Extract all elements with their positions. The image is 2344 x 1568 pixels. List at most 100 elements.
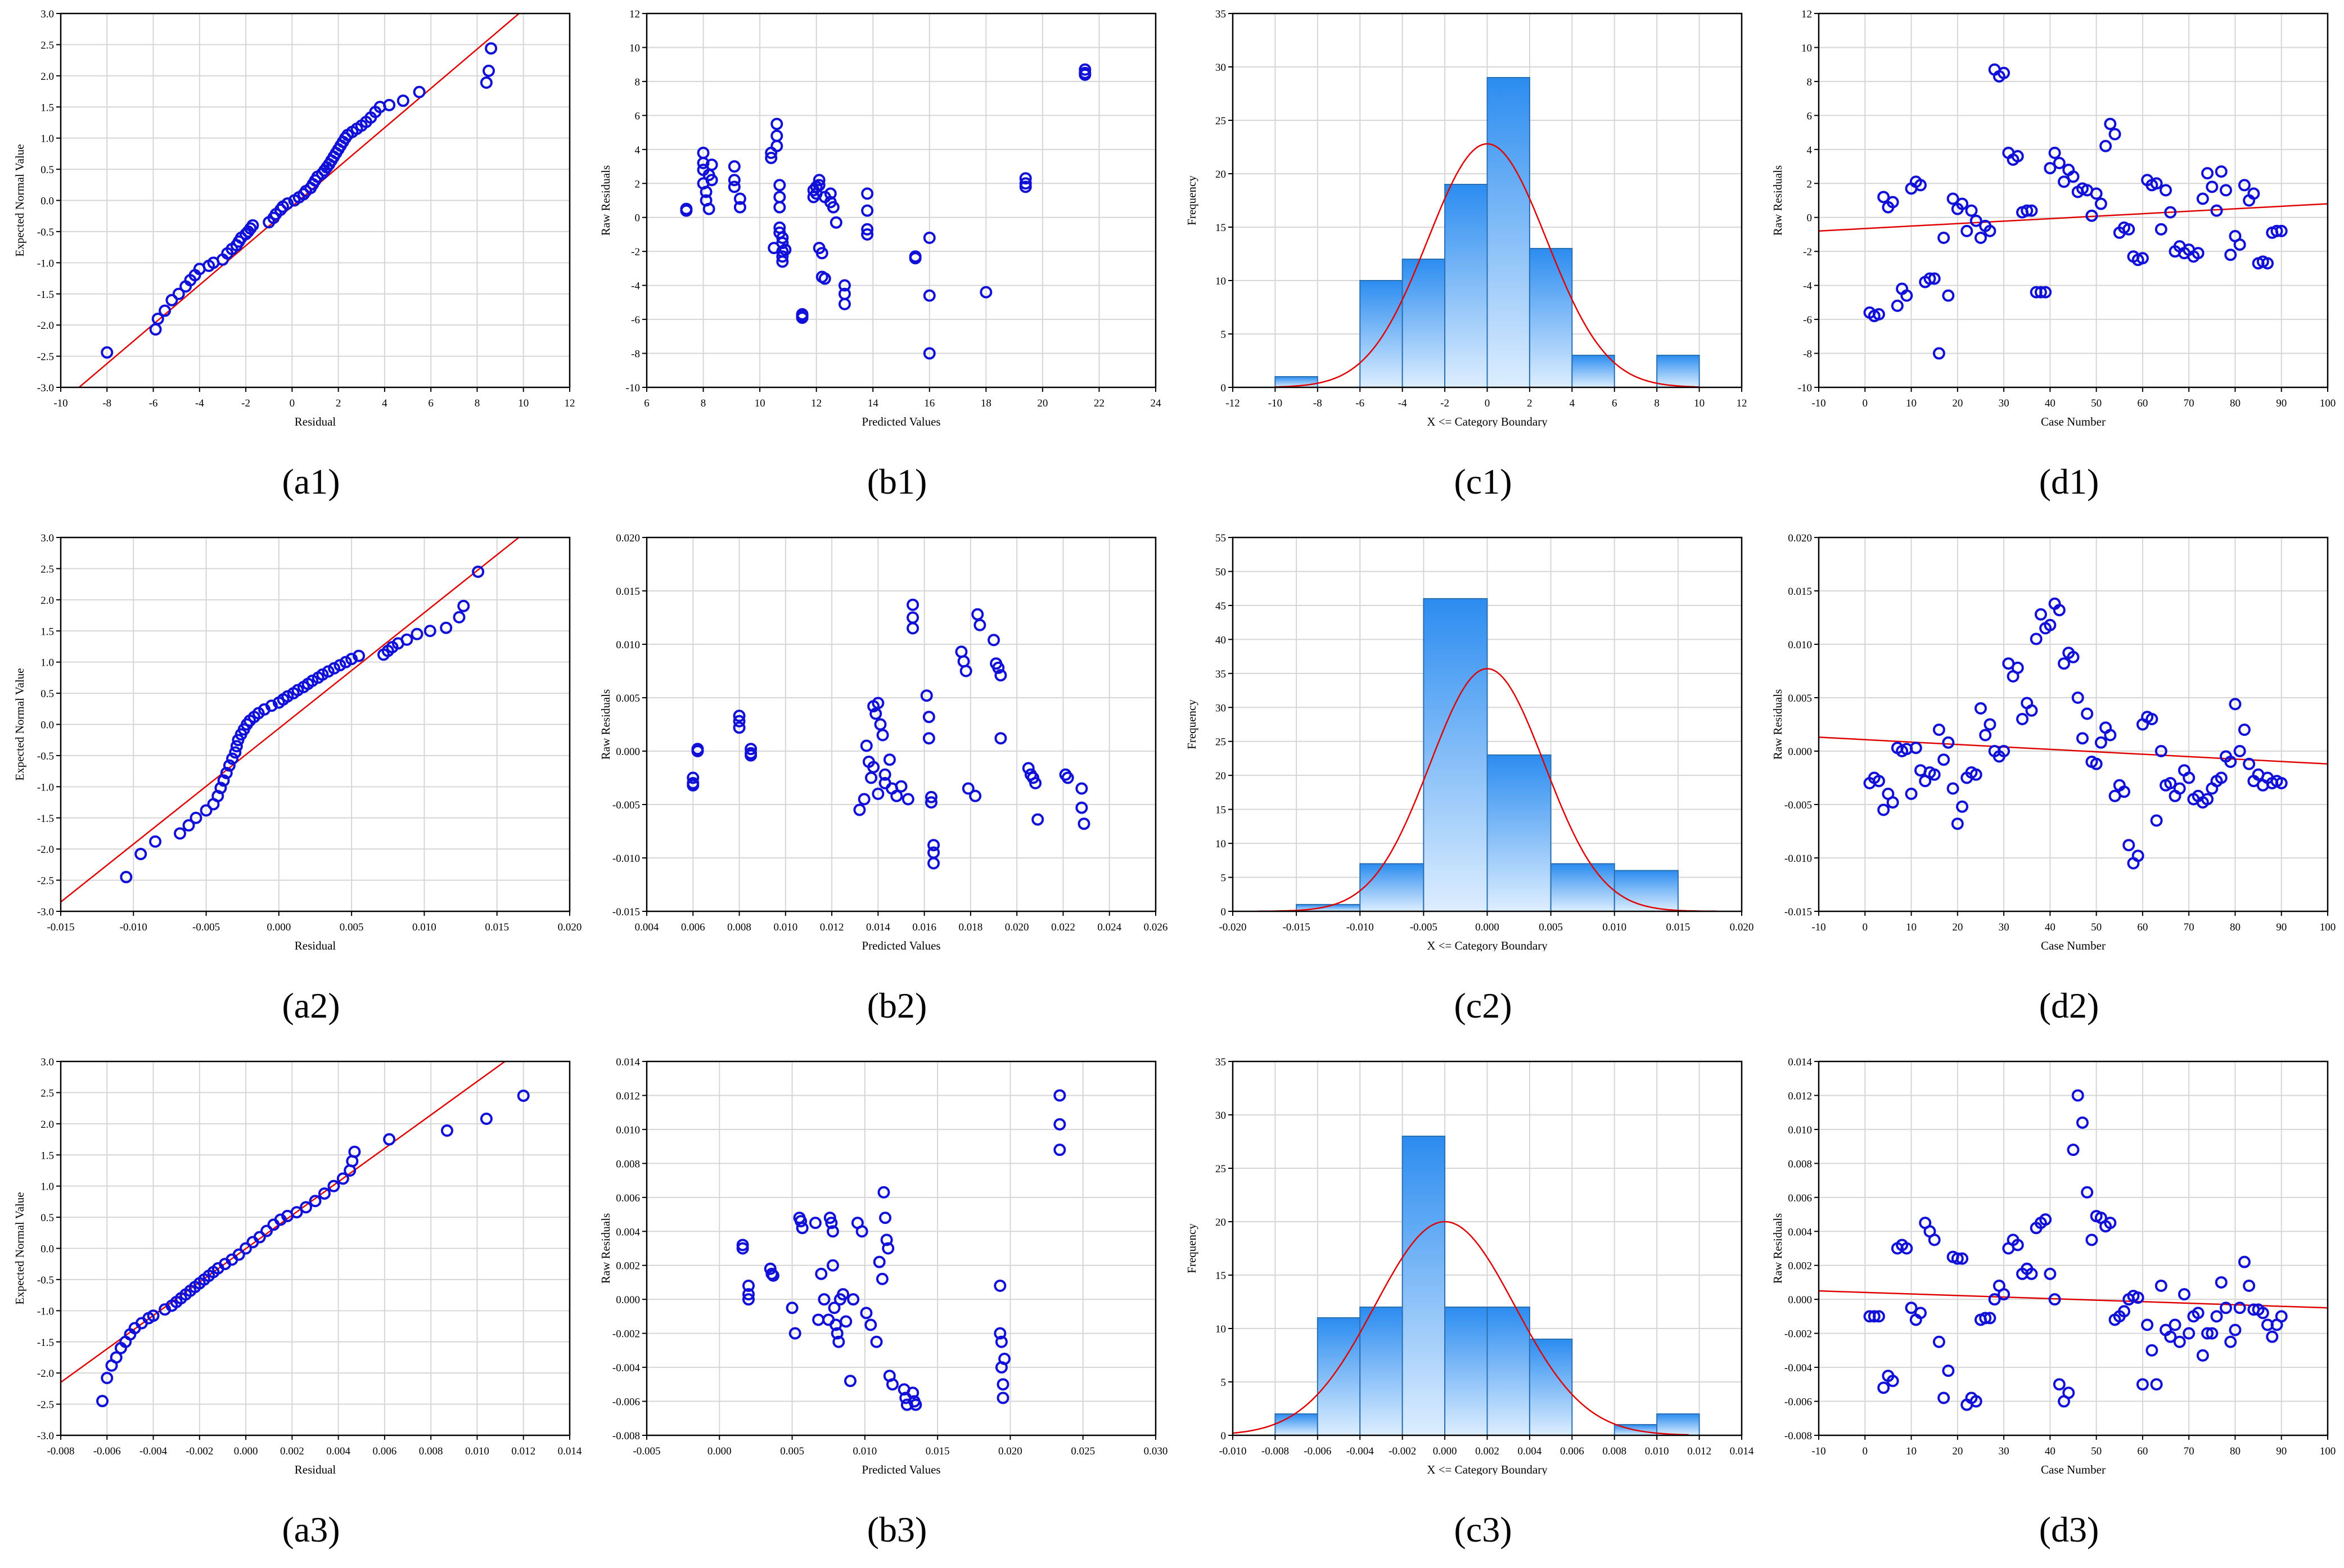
data-point-b1 [909, 252, 922, 265]
x-tick-label-d1: 40 [2045, 397, 2055, 409]
data-point-b3 [882, 1242, 895, 1255]
data-point-b1 [705, 159, 718, 171]
data-point-b3 [877, 1186, 890, 1199]
fit-line-a3 [61, 1061, 506, 1383]
plot-area-a1 [78, 13, 520, 387]
data-point-d1 [1984, 224, 1996, 237]
data-point-b2 [733, 710, 746, 722]
chart-svg-d1: -10 0 10 20 30 40 50 60 70 80 90 100 -10 -8 -6 -4 -2 0 2 4 6… [1771, 8, 2336, 427]
data-point-d2 [2122, 839, 2135, 852]
panel-caption-c1: (c1) [1454, 462, 1512, 501]
x-tick-label-d3: -10 [1811, 1445, 1825, 1457]
data-point-b3 [831, 1327, 844, 1340]
data-point-d2 [2173, 782, 2186, 795]
x-axis-label-b2: Predicted Values [862, 939, 940, 951]
data-point-b2 [687, 779, 700, 792]
data-point-b2 [1061, 771, 1074, 784]
y-tick-label-a2: 2.0 [40, 595, 54, 607]
y-tick-label-a1: -3.0 [37, 382, 54, 394]
data-point-a3 [110, 1351, 123, 1364]
data-point-d3 [2192, 1307, 2205, 1320]
x-tick-label-c2: -0.005 [1410, 921, 1437, 933]
data-point-d2 [2104, 729, 2117, 742]
y-tick-label-a1: -1.5 [37, 289, 54, 301]
data-point-b2 [895, 780, 908, 793]
data-point-d2 [1946, 782, 1959, 795]
data-point-b2 [971, 608, 984, 621]
x-tick-label-a3: -0.006 [93, 1445, 121, 1457]
y-tick-label-d3: 0.004 [1788, 1226, 1812, 1238]
data-point-a2 [220, 766, 233, 779]
y-tick-label-d3: -0.002 [1784, 1328, 1812, 1340]
data-point-d2 [2183, 771, 2196, 784]
data-point-d1 [2261, 257, 2274, 270]
data-point-d3 [1979, 1312, 1992, 1325]
data-point-a1 [281, 197, 294, 210]
data-point-d3 [2256, 1307, 2269, 1320]
histogram-bar-c3 [1444, 1307, 1488, 1435]
x-tick-label-c1: 2 [1527, 397, 1532, 409]
histogram-bar-c2 [1550, 863, 1615, 911]
data-point-b1 [923, 232, 936, 244]
data-point-a2 [423, 625, 436, 638]
data-point-d2 [2233, 745, 2246, 757]
y-tick-label-c2: 15 [1215, 805, 1226, 816]
data-point-d2 [2053, 604, 2066, 617]
plot-frame-b1 [646, 12, 1157, 388]
data-point-d1 [2122, 223, 2135, 236]
data-point-d2 [2076, 732, 2089, 745]
y-tick-label-b2: -0.005 [612, 799, 640, 811]
y-tick-label-a1: -0.5 [37, 227, 54, 238]
x-tick-label-c2: 0.015 [1666, 921, 1691, 933]
y-tick-label-d2: -0.015 [1784, 906, 1812, 918]
x-tick-label-c3: 0.012 [1687, 1445, 1711, 1457]
data-point-d2 [2011, 661, 2024, 674]
histogram-bar-c3 [1317, 1317, 1361, 1435]
x-tick-label-b3: 0.010 [853, 1445, 877, 1457]
y-axis-label-d2: Raw Residuals [1771, 689, 1784, 760]
data-point-d3 [1984, 1312, 1996, 1325]
data-point-d1 [2021, 204, 2034, 217]
data-point-d2 [2058, 657, 2071, 670]
data-point-b1 [1079, 68, 1092, 81]
data-point-a1 [172, 287, 185, 300]
data-point-b3 [823, 1212, 836, 1224]
data-point-a1 [159, 304, 172, 317]
data-point-d2 [1969, 768, 1982, 781]
panel-caption-a3: (a3) [282, 1510, 340, 1549]
x-tick-label-d1: 0 [1863, 397, 1868, 409]
data-point-d1 [1928, 272, 1941, 285]
y-axis-label-c1: Frequency [1185, 175, 1198, 225]
data-point-a2 [120, 871, 133, 884]
data-point-b1 [779, 243, 792, 256]
x-tick-label-a3: -0.004 [139, 1445, 168, 1457]
data-point-a3 [517, 1089, 530, 1102]
chart-panel-a1: -10 -8 -6 -4 -2 0 2 4 6 8 10 12 -3.0 -2.5 -2.0 -1.5 -1.0… [0, 0, 586, 427]
data-point-b1 [773, 201, 786, 214]
data-point-d3 [2053, 1378, 2066, 1391]
y-tick-label-c3: 0 [1221, 1430, 1227, 1442]
y-tick-label-b1: -6 [631, 314, 640, 326]
x-tick-label-c3: 0.004 [1518, 1445, 1542, 1457]
y-tick-label-d3: -0.008 [1784, 1430, 1812, 1442]
y-tick-label-d3: 0.002 [1788, 1260, 1812, 1272]
data-point-b3 [767, 1269, 779, 1282]
y-tick-label-a1: -1.0 [37, 257, 54, 269]
data-point-b3 [826, 1259, 839, 1272]
data-point-d3 [2039, 1213, 2052, 1226]
data-point-d3 [1872, 1310, 1885, 1323]
y-tick-label-a3: -0.5 [37, 1275, 54, 1286]
data-point-d1 [2099, 139, 2112, 152]
data-point-d3 [2164, 1330, 2177, 1343]
data-point-a2 [345, 653, 358, 666]
data-point-a2 [217, 774, 230, 787]
data-point-d3 [2243, 1280, 2256, 1292]
x-tick-label-d3: 90 [2276, 1445, 2287, 1457]
x-tick-label-b3: 0.005 [780, 1445, 804, 1457]
data-point-a3 [147, 1309, 160, 1322]
data-point-b1 [838, 279, 851, 292]
x-tick-label-d1: -10 [1811, 397, 1825, 409]
data-point-d1 [2053, 157, 2066, 169]
y-tick-label-a1: 1.0 [40, 133, 54, 145]
x-tick-label-a3: 0.012 [511, 1445, 535, 1457]
